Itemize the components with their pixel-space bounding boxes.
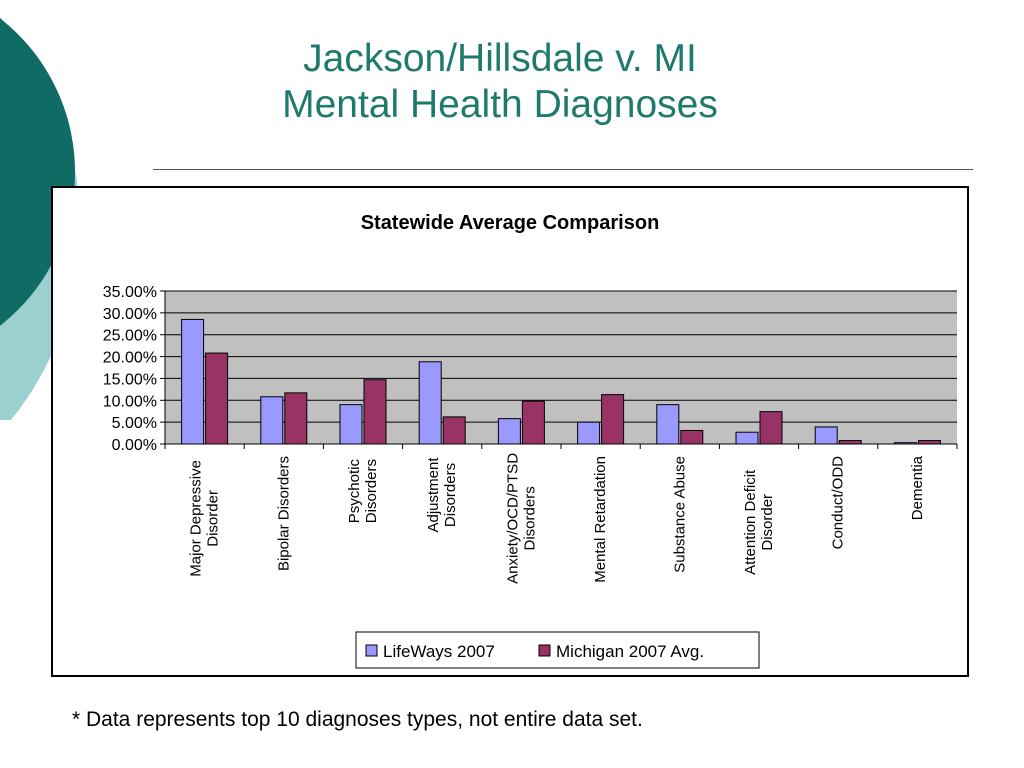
y-tick-label: 20.00% bbox=[103, 350, 157, 367]
slide-title-line2: Mental Health Diagnoses bbox=[282, 83, 718, 126]
bar-michigan-8 bbox=[838, 440, 862, 445]
slide-title-line1: Jackson/Hillsdale v. MI bbox=[303, 37, 697, 80]
y-tick-label: 30.00% bbox=[103, 306, 157, 323]
bar-michigan-0 bbox=[205, 352, 229, 445]
x-category-label-line: Conduct/ODD bbox=[830, 456, 847, 550]
x-category-label-line: Psychotic bbox=[346, 459, 363, 524]
x-category-label-line: Disorders bbox=[442, 463, 459, 527]
y-tick-label: 10.00% bbox=[103, 393, 157, 410]
bar-michigan-5 bbox=[601, 394, 625, 445]
chart-title: Statewide Average Comparison bbox=[361, 212, 660, 234]
x-category-label: Anxiety/OCD/PTSDDisorders bbox=[504, 453, 538, 584]
footnote: * Data represents top 10 diagnoses types… bbox=[72, 708, 643, 731]
bar-lifeways-7 bbox=[735, 431, 759, 445]
x-category-label-line: Bipolar Disorders bbox=[275, 456, 292, 571]
x-category-label: Attention DeficitDisorder bbox=[742, 469, 776, 575]
x-category-label-line: Attention Deficit bbox=[742, 469, 759, 575]
bar-lifeways-4 bbox=[497, 418, 521, 445]
x-category-label-line: Disorder bbox=[759, 494, 776, 551]
title-divider bbox=[153, 169, 973, 170]
bar-lifeways-2 bbox=[339, 404, 363, 445]
bar-lifeways-9 bbox=[893, 442, 917, 445]
x-category-label: Dementia bbox=[909, 455, 926, 520]
x-category-label-line: Substance Abuse bbox=[671, 456, 688, 573]
x-category-label-line: Major Depressive bbox=[188, 460, 205, 577]
bar-lifeways-8 bbox=[814, 426, 838, 445]
bar-chart: Statewide Average Comparison 0.00% 5.00% 1… bbox=[103, 212, 958, 669]
legend-label: LifeWays 2007 bbox=[383, 642, 495, 661]
legend: LifeWays 2007 Michigan 2007 Avg. bbox=[355, 631, 760, 669]
x-category-label: Mental Retardation bbox=[592, 456, 609, 583]
plot-background bbox=[165, 291, 957, 444]
bar-michigan-7 bbox=[759, 411, 783, 445]
y-tick-label: 35.00% bbox=[103, 284, 157, 301]
y-tick-label: 0.00% bbox=[112, 437, 157, 454]
bar-michigan-1 bbox=[284, 392, 308, 445]
slide-title: Jackson/Hillsdale v. MI Mental Health Di… bbox=[180, 36, 820, 128]
x-category-label: Bipolar Disorders bbox=[275, 456, 292, 571]
bar-michigan-9 bbox=[917, 440, 941, 445]
bar-michigan-4 bbox=[521, 400, 545, 445]
y-tick-label: 25.00% bbox=[103, 328, 157, 345]
x-category-label-line: Mental Retardation bbox=[592, 456, 609, 583]
bar-lifeways-3 bbox=[418, 361, 442, 445]
legend-swatch bbox=[538, 644, 551, 657]
y-tick-label: 15.00% bbox=[103, 371, 157, 388]
bar-michigan-2 bbox=[363, 379, 387, 445]
x-category-label-line: Adjustment bbox=[425, 457, 442, 533]
x-category-label: PsychoticDisorders bbox=[346, 459, 380, 524]
y-tick-label: 5.00% bbox=[112, 415, 157, 432]
legend-label: Michigan 2007 Avg. bbox=[556, 642, 704, 661]
x-category-label: AdjustmentDisorders bbox=[425, 457, 459, 533]
legend-box bbox=[355, 631, 760, 669]
x-category-label: Conduct/ODD bbox=[830, 456, 847, 550]
x-category-label: Major DepressiveDisorder bbox=[188, 460, 222, 577]
plot-area: 0.00% 5.00% 10.00% 15.00% 20.00% 25.00% 30.00%… bbox=[103, 284, 958, 584]
bar-lifeways-1 bbox=[260, 396, 284, 445]
x-category-label-line: Anxiety/OCD/PTSD bbox=[504, 453, 521, 584]
bar-lifeways-5 bbox=[577, 421, 601, 445]
bar-michigan-6 bbox=[680, 429, 704, 445]
x-category-label-line: Disorders bbox=[521, 486, 538, 550]
x-category-label-line: Dementia bbox=[909, 455, 926, 520]
legend-swatch bbox=[365, 644, 378, 657]
x-category-label-line: Disorders bbox=[363, 459, 380, 523]
bar-lifeways-6 bbox=[656, 404, 680, 445]
bar-michigan-3 bbox=[442, 416, 466, 445]
x-category-label-line: Disorder bbox=[205, 490, 222, 547]
x-category-label: Substance Abuse bbox=[671, 456, 688, 573]
bar-lifeways-0 bbox=[181, 318, 205, 445]
